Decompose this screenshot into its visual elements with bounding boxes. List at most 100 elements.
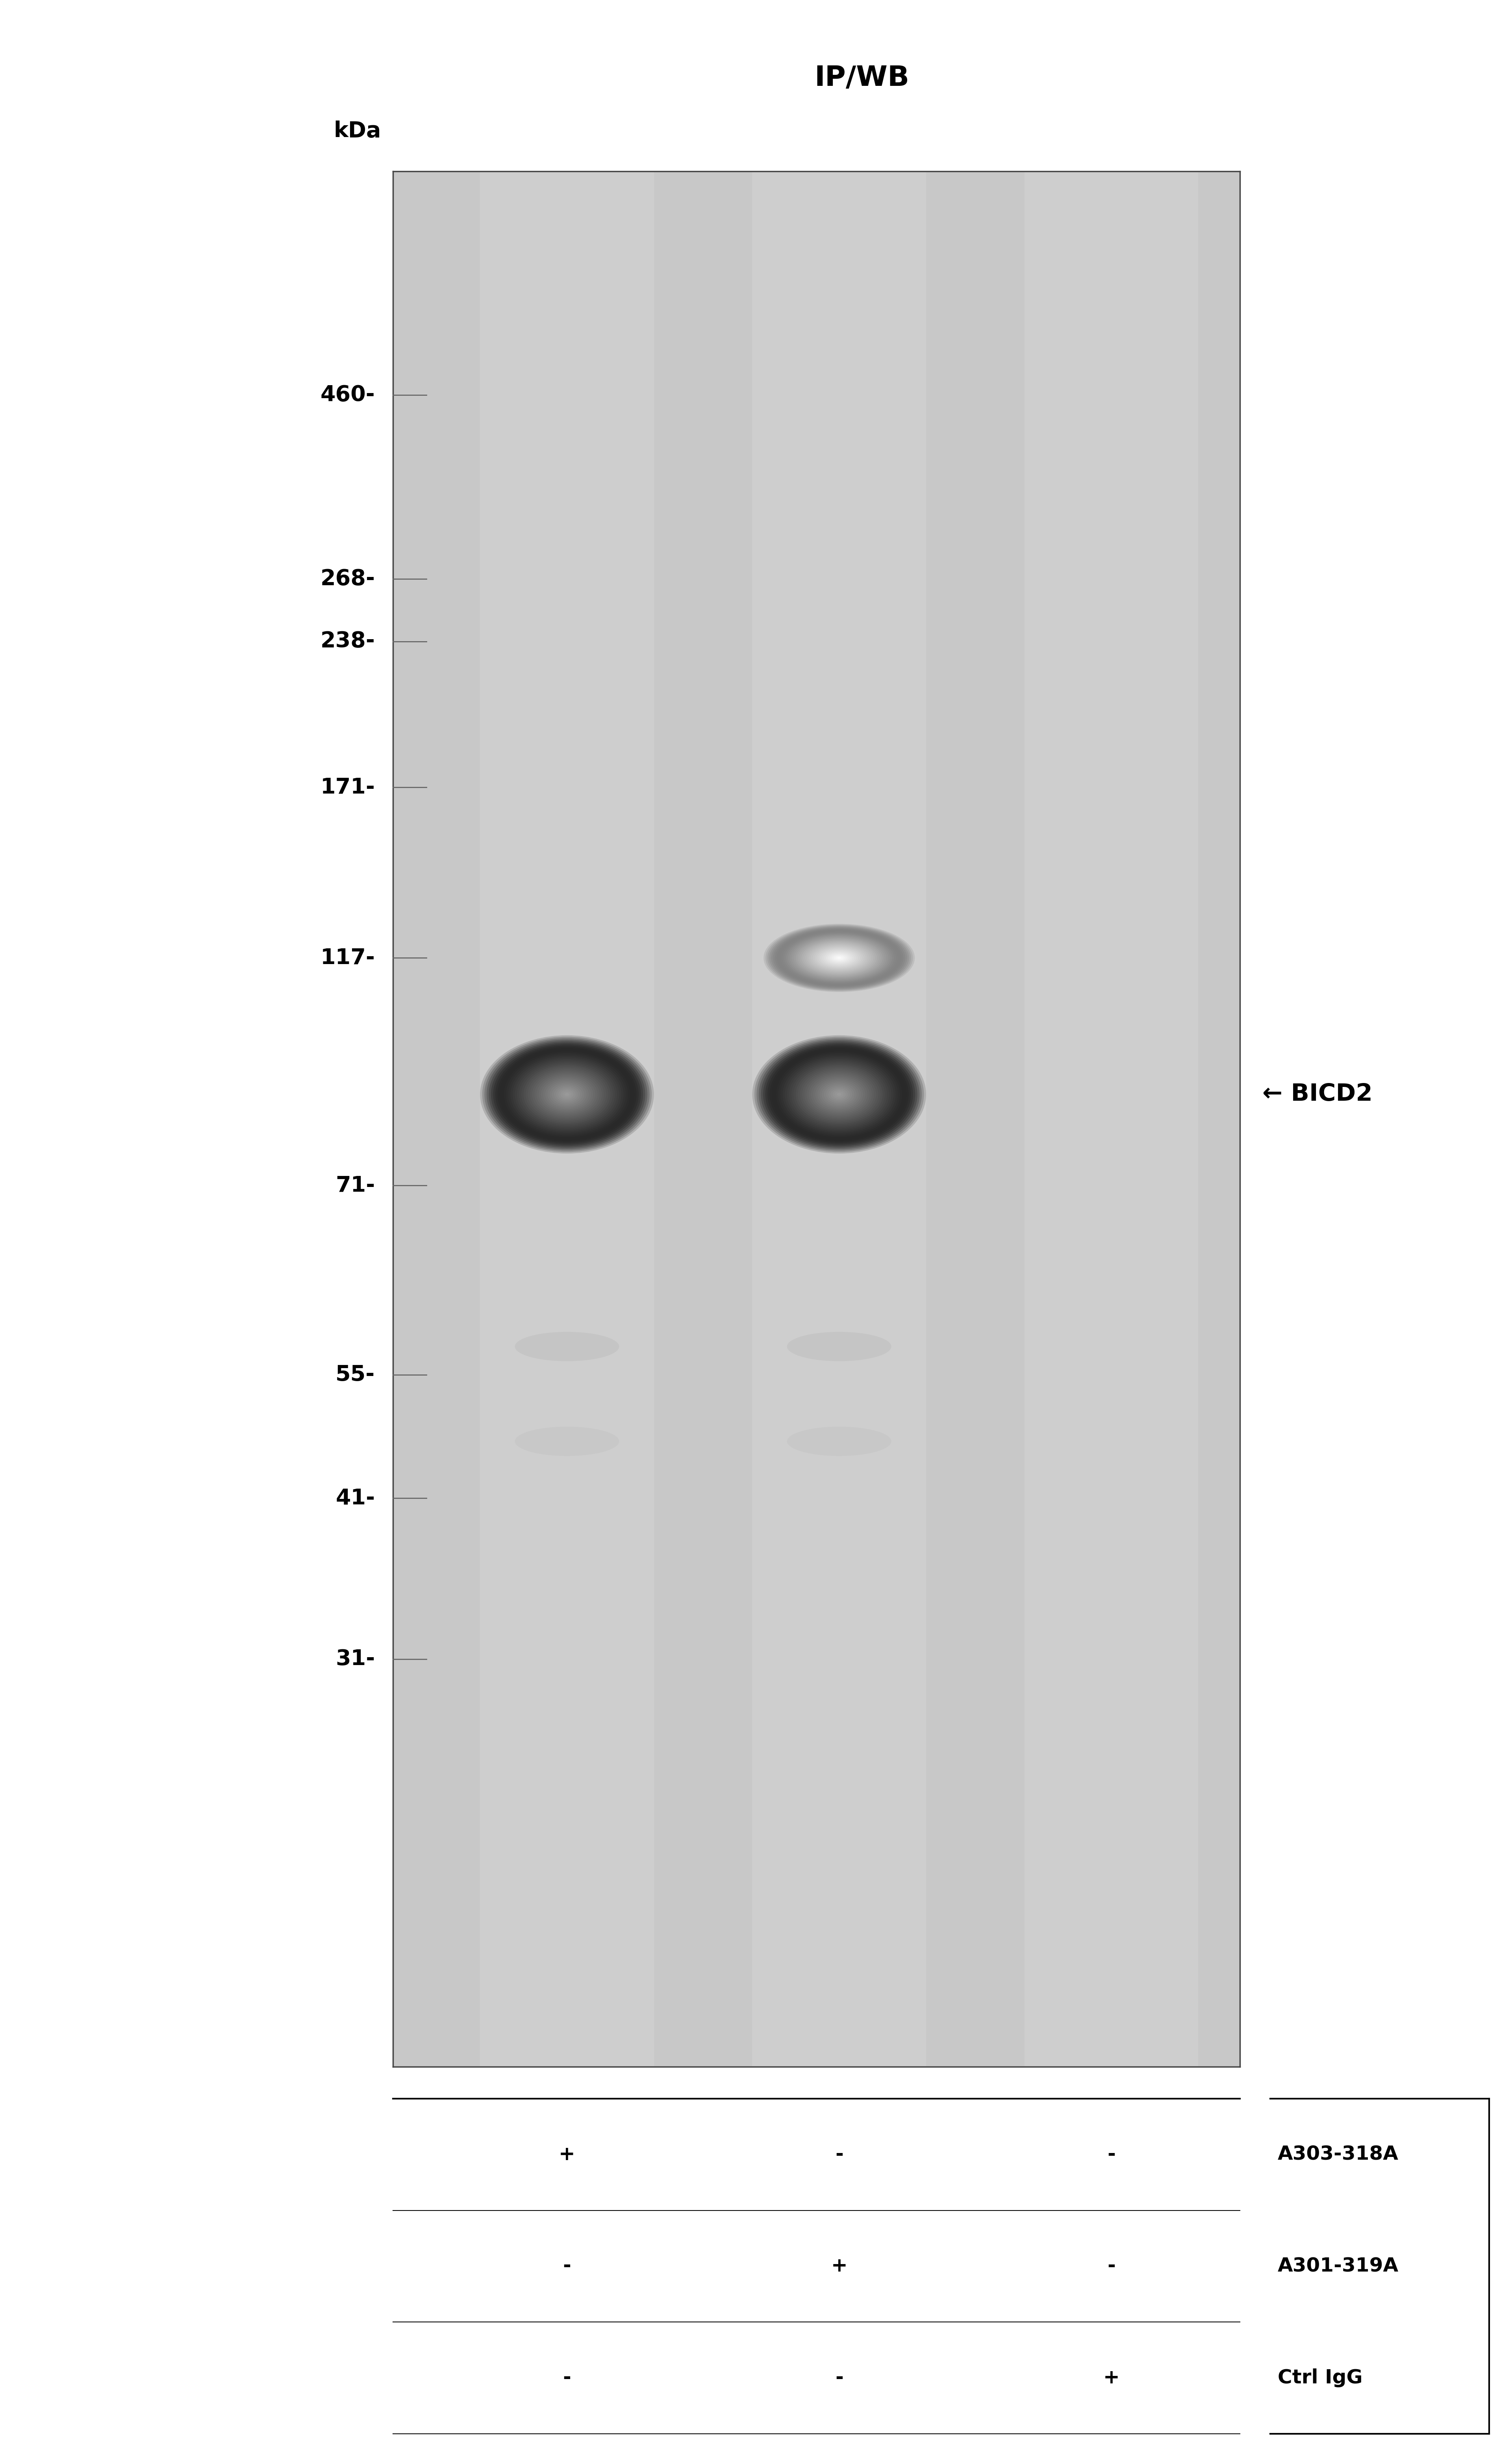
Ellipse shape xyxy=(806,1071,872,1115)
Ellipse shape xyxy=(514,1331,620,1360)
Text: -: - xyxy=(562,2258,572,2275)
Ellipse shape xyxy=(541,1076,593,1113)
Ellipse shape xyxy=(513,1057,621,1132)
Ellipse shape xyxy=(543,1079,591,1110)
Ellipse shape xyxy=(794,1064,885,1125)
Text: kDa: kDa xyxy=(334,120,381,142)
Text: Ctrl IgG: Ctrl IgG xyxy=(1278,2368,1362,2387)
Ellipse shape xyxy=(829,1086,850,1101)
Ellipse shape xyxy=(768,1044,910,1142)
Ellipse shape xyxy=(809,944,869,971)
Ellipse shape xyxy=(479,1035,653,1155)
Text: +: + xyxy=(559,2145,575,2165)
Ellipse shape xyxy=(830,954,848,961)
Ellipse shape xyxy=(794,937,885,978)
Ellipse shape xyxy=(761,1042,918,1147)
Ellipse shape xyxy=(803,1069,875,1120)
Ellipse shape xyxy=(810,1076,868,1113)
Ellipse shape xyxy=(786,934,892,981)
Text: -: - xyxy=(835,2145,844,2165)
Ellipse shape xyxy=(826,1086,853,1103)
Text: -: - xyxy=(1107,2145,1116,2165)
Ellipse shape xyxy=(538,1076,596,1113)
Text: A303-318A: A303-318A xyxy=(1278,2145,1399,2165)
Ellipse shape xyxy=(785,934,894,983)
Ellipse shape xyxy=(765,925,913,991)
Ellipse shape xyxy=(792,937,886,978)
Ellipse shape xyxy=(493,1044,641,1145)
Ellipse shape xyxy=(833,956,845,961)
Ellipse shape xyxy=(835,1091,844,1098)
Text: A301-319A: A301-319A xyxy=(1278,2258,1399,2275)
Ellipse shape xyxy=(547,1081,587,1108)
Ellipse shape xyxy=(764,925,915,993)
Ellipse shape xyxy=(759,1040,919,1150)
Ellipse shape xyxy=(764,1042,915,1147)
Ellipse shape xyxy=(798,939,880,976)
Text: 238-: 238- xyxy=(321,631,375,653)
Ellipse shape xyxy=(770,1047,909,1142)
Ellipse shape xyxy=(810,944,868,971)
Text: 71-: 71- xyxy=(336,1174,375,1196)
Text: 31-: 31- xyxy=(336,1649,375,1671)
Ellipse shape xyxy=(514,1426,620,1455)
Text: +: + xyxy=(832,2258,847,2275)
Ellipse shape xyxy=(532,1071,602,1118)
Ellipse shape xyxy=(774,929,904,986)
Ellipse shape xyxy=(534,1071,600,1115)
Ellipse shape xyxy=(499,1049,635,1140)
Ellipse shape xyxy=(795,939,883,978)
Ellipse shape xyxy=(552,1084,582,1106)
Ellipse shape xyxy=(496,1044,638,1142)
Text: -: - xyxy=(835,2368,844,2387)
Text: -: - xyxy=(1107,2258,1116,2275)
Text: 460-: 460- xyxy=(321,384,375,406)
Ellipse shape xyxy=(830,1088,848,1101)
Ellipse shape xyxy=(497,1047,637,1142)
Text: 41-: 41- xyxy=(336,1487,375,1509)
Ellipse shape xyxy=(522,1064,612,1125)
Ellipse shape xyxy=(820,1081,859,1108)
Ellipse shape xyxy=(553,1086,581,1103)
Ellipse shape xyxy=(813,947,865,971)
Ellipse shape xyxy=(491,1042,643,1147)
Ellipse shape xyxy=(807,944,871,974)
Ellipse shape xyxy=(813,1076,865,1113)
Ellipse shape xyxy=(774,1049,904,1140)
Ellipse shape xyxy=(791,1062,888,1128)
Ellipse shape xyxy=(773,927,906,988)
Ellipse shape xyxy=(818,1079,860,1108)
Ellipse shape xyxy=(487,1040,647,1150)
Ellipse shape xyxy=(517,1062,617,1128)
Ellipse shape xyxy=(788,1059,892,1130)
Ellipse shape xyxy=(780,932,898,983)
Ellipse shape xyxy=(806,942,874,974)
Ellipse shape xyxy=(765,1044,913,1145)
Ellipse shape xyxy=(514,1059,620,1130)
Ellipse shape xyxy=(756,1037,922,1150)
Text: 268-: 268- xyxy=(321,567,375,589)
Ellipse shape xyxy=(788,934,891,981)
Ellipse shape xyxy=(562,1091,572,1098)
Ellipse shape xyxy=(531,1069,603,1120)
Ellipse shape xyxy=(803,942,875,974)
Ellipse shape xyxy=(768,925,910,991)
Ellipse shape xyxy=(511,1057,623,1132)
Ellipse shape xyxy=(788,1426,892,1455)
Ellipse shape xyxy=(821,949,859,966)
Ellipse shape xyxy=(783,1057,895,1132)
Ellipse shape xyxy=(816,947,862,969)
Ellipse shape xyxy=(526,1066,608,1123)
Ellipse shape xyxy=(502,1049,632,1140)
Polygon shape xyxy=(393,171,1240,2067)
Ellipse shape xyxy=(779,1052,900,1135)
Ellipse shape xyxy=(823,949,856,966)
Ellipse shape xyxy=(798,1066,880,1123)
Text: +: + xyxy=(1104,2368,1119,2387)
Ellipse shape xyxy=(546,1079,588,1108)
Ellipse shape xyxy=(770,927,909,991)
Ellipse shape xyxy=(482,1037,652,1152)
Ellipse shape xyxy=(519,1062,615,1128)
Ellipse shape xyxy=(753,1035,927,1155)
Ellipse shape xyxy=(558,1088,576,1101)
